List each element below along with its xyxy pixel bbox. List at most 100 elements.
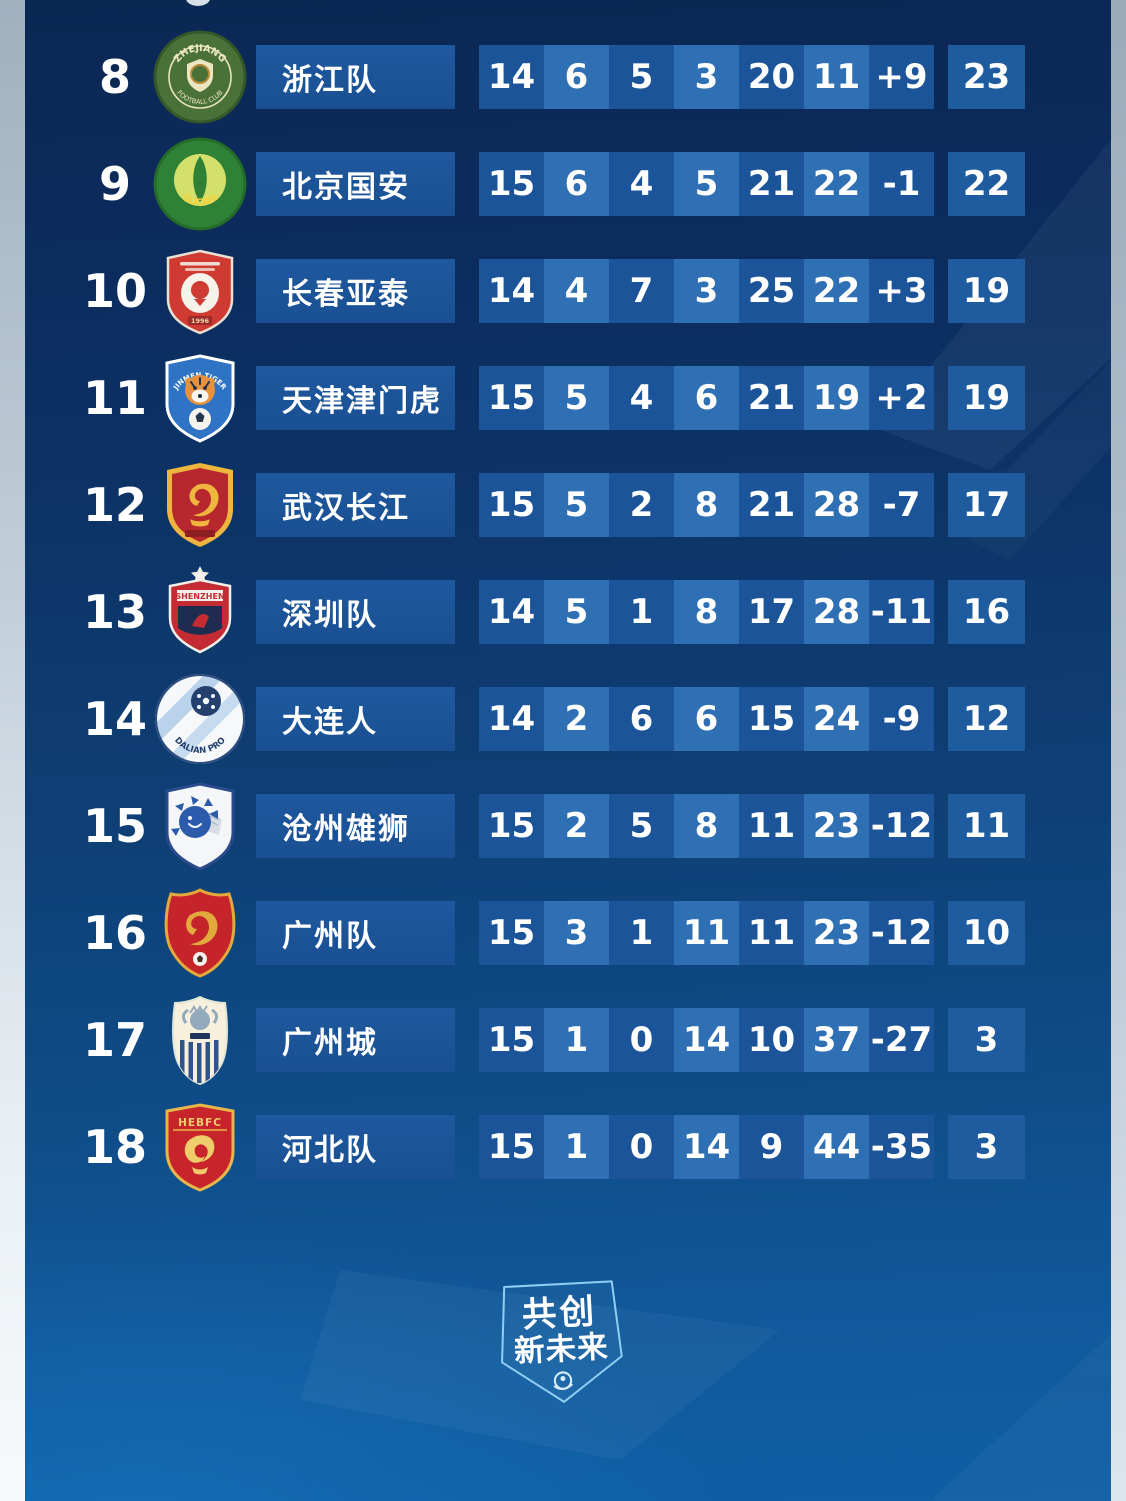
stat-goal-difference: -9 [869,686,934,751]
stat-lost: 8 [674,793,739,858]
points-box: 22 [948,151,1025,216]
team-name: 天津津门虎 [282,383,442,419]
stat-won: 6 [544,151,609,216]
points-box: 3 [948,1007,1025,1072]
stats-strip: 15 1 0 14 10 37 -27 [479,1007,934,1072]
team-name: 河北队 [282,1132,378,1168]
team-name-box: 河北队 [256,1114,455,1179]
stat-drawn: 1 [609,579,674,644]
stat-drawn: 0 [609,1007,674,1072]
stats-strip: 14 4 7 3 25 22 +3 [479,258,934,323]
table-row: 9 GUOAN 北京国安 15 6 4 5 21 22 -1 [0,130,1126,237]
stat-lost: 3 [674,44,739,109]
stat-drawn: 4 [609,151,674,216]
guangzhou-city-badge-icon [152,992,248,1088]
stat-goals-for: 21 [739,472,804,537]
team-name-box: 大连人 [256,686,455,751]
beijing-guoan-badge-icon: GUOAN [152,136,248,232]
stat-drawn: 6 [609,686,674,751]
table-row: 11 JINMEN TIGER 天津津门虎 15 [0,344,1126,451]
table-row: 17 广州城 15 1 0 14 [0,986,1126,1093]
stat-lost: 14 [674,1007,739,1072]
team-name-box: 武汉长江 [256,472,455,537]
league-slogan-badge: 共创 新未来 [494,1273,629,1412]
stat-goal-difference: -1 [869,151,934,216]
hebei-fc-badge-icon: HEBFC [152,1099,248,1195]
stat-played: 15 [479,472,544,537]
stat-goals-against: 23 [804,900,869,965]
stat-goal-difference: -27 [869,1007,934,1072]
right-edge-border [1111,0,1126,1501]
team-name-box: 天津津门虎 [256,365,455,430]
stat-goals-for: 9 [739,1114,804,1179]
guangzhou-fc-badge-icon [152,885,248,981]
slogan-line2: 新未来 [513,1330,609,1370]
stat-won: 1 [544,1007,609,1072]
stat-played: 15 [479,365,544,430]
points-box: 23 [948,44,1025,109]
points-box: 12 [948,686,1025,751]
svg-text:HEBFC: HEBFC [178,1117,222,1129]
stat-lost: 14 [674,1114,739,1179]
rank-label: 12 [82,477,147,532]
stat-goal-difference: -12 [869,793,934,858]
points-box: 3 [948,1114,1025,1179]
stat-goals-against: 44 [804,1114,869,1179]
cangzhou-mighty-lions-badge-icon [152,778,248,874]
stat-goal-difference: -35 [869,1114,934,1179]
stats-strip: 15 5 2 8 21 28 -7 [479,472,934,537]
svg-text:GUOAN: GUOAN [180,192,221,209]
left-edge-border [0,0,25,1501]
rank-label: 8 [98,49,131,104]
team-name: 大连人 [282,704,378,740]
points-box: 10 [948,900,1025,965]
stat-goal-difference: +2 [869,365,934,430]
table-row: 12 武汉长江 15 5 2 8 21 28 -7 17 [0,451,1126,558]
stat-won: 5 [544,472,609,537]
stat-won: 1 [544,1114,609,1179]
rank-label: 16 [82,905,147,960]
table-row: 13 SHENZHEN 深圳队 14 5 1 8 17 28 -11 [0,558,1126,665]
stat-goals-for: 10 [739,1007,804,1072]
stat-goals-for: 17 [739,579,804,644]
rank-label: 18 [82,1119,147,1174]
stat-goal-difference: -7 [869,472,934,537]
standings-table: 8 ZHEJIANG FOOTBALL CLUB 浙江队 14 6 [0,23,1126,1200]
team-name: 沧州雄狮 [282,811,410,847]
stat-goals-for: 20 [739,44,804,109]
zhejiang-fc-badge-icon: ZHEJIANG FOOTBALL CLUB [152,29,248,125]
rank-label: 9 [98,156,131,211]
stat-goal-difference: +9 [869,44,934,109]
stat-played: 15 [479,1114,544,1179]
stat-lost: 8 [674,472,739,537]
stat-drawn: 0 [609,1114,674,1179]
svg-text:SHENZHEN: SHENZHEN [175,592,224,601]
table-row: 15 沧州雄狮 15 2 5 8 11 23 [0,772,1126,879]
team-name: 广州城 [282,1025,378,1061]
rank-label: 10 [82,263,147,318]
stat-played: 15 [479,793,544,858]
table-row: 8 ZHEJIANG FOOTBALL CLUB 浙江队 14 6 [0,23,1126,130]
stats-strip: 15 1 0 14 9 44 -35 [479,1114,934,1179]
stat-goals-for: 25 [739,258,804,323]
stat-lost: 8 [674,579,739,644]
stats-strip: 15 5 4 6 21 19 +2 [479,365,934,430]
stats-strip: 15 3 1 11 11 23 -12 [479,900,934,965]
team-name: 武汉长江 [282,490,410,526]
stat-goals-for: 21 [739,151,804,216]
table-row: 10 1996 长春亚泰 14 4 7 3 25 [0,237,1126,344]
points-box: 19 [948,365,1025,430]
team-name: 深圳队 [282,597,378,633]
stat-drawn: 5 [609,793,674,858]
team-name: 浙江队 [282,62,378,98]
team-name: 长春亚泰 [282,276,410,312]
stat-lost: 6 [674,365,739,430]
shenzhen-fc-badge-icon: SHENZHEN [152,564,248,660]
stat-drawn: 1 [609,900,674,965]
stat-played: 15 [479,151,544,216]
stat-drawn: 5 [609,44,674,109]
stat-goals-for: 15 [739,686,804,751]
rank-label: 11 [82,370,147,425]
stat-played: 14 [479,579,544,644]
stat-goals-for: 11 [739,793,804,858]
